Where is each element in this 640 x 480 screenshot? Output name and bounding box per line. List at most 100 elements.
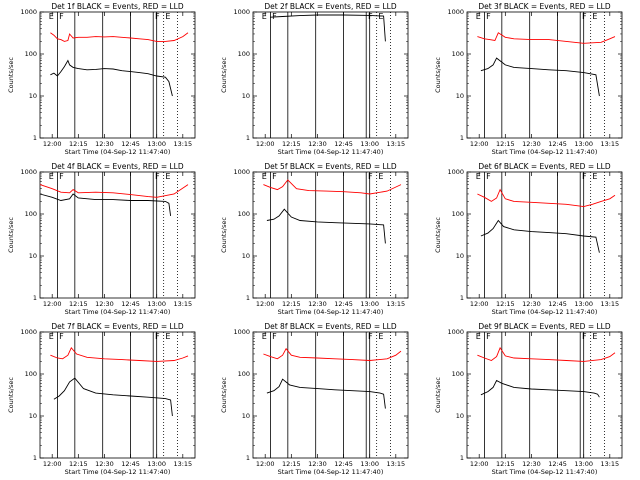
plot-frame [252,331,409,459]
flag-label-E: E [49,172,54,181]
series-line-events [480,57,600,97]
plot-frame [466,171,623,299]
detector-chart-6: Det 6f BLACK = Events, RED = LLD 1 10 100 10… [434,162,623,316]
y-tick-label: 1000 [447,328,464,336]
y-tick-label: 10 [29,252,37,260]
flag-label-E: E [262,332,267,341]
y-tick-label: 1 [460,294,464,302]
x-tick-label: 12:00 [256,140,275,148]
flag-label-F: F [486,12,491,21]
plot-frame [252,11,409,139]
x-tick-label: 12:30 [522,300,541,308]
x-tick-label: 13:15 [173,300,192,308]
flag-label-E: E [592,332,597,341]
series-line-events [480,219,600,253]
y-tick-label: 10 [455,252,463,260]
x-tick-label: 12:00 [43,140,62,148]
y-tick-label: 100 [238,210,250,218]
chart-title: Det 5f BLACK = Events, RED = LLD [265,162,398,171]
series-line-events [53,377,173,417]
y-tick-label: 100 [451,50,463,58]
flag-label-F: F [582,332,587,341]
x-tick-label: 13:15 [387,460,406,468]
detector-chart-4: Det 4f BLACK = Events, RED = LLD 1 10 100 10… [7,162,196,316]
x-tick-label: 12:30 [95,140,114,148]
y-axis-label: Counts/sec [434,377,442,413]
y-axis-label: Counts/sec [220,377,228,413]
series-line-events [270,14,387,42]
y-axis-label: Counts/sec [220,57,228,93]
detector-chart-7: Det 7f BLACK = Events, RED = LLD 1 10 100 10… [7,322,196,476]
y-tick-label: 1 [33,134,37,142]
x-axis-label: Start Time (04-Sep-12 11:47:40) [65,148,171,156]
x-tick-label: 12:15 [282,140,301,148]
x-tick-label: 12:15 [69,140,88,148]
flag-label-F: F [155,332,160,341]
flag-label-E: E [165,12,170,21]
x-tick-label: 12:15 [69,460,88,468]
y-tick-label: 1000 [447,168,464,176]
flag-label-F: F [155,12,160,21]
flag-label-E: E [379,172,384,181]
flag-label-E: E [475,172,480,181]
y-tick-label: 1000 [234,168,251,176]
series-line-events [50,59,173,97]
x-tick-label: 12:30 [308,460,327,468]
chart-title: Det 6f BLACK = Events, RED = LLD [478,162,611,171]
flag-label-F: F [272,332,277,341]
x-tick-label: 13:00 [147,140,166,148]
flag-label-F: F [272,12,277,21]
flag-label-E: E [379,332,384,341]
y-tick-label: 1000 [20,168,37,176]
flag-label-F: F [368,172,373,181]
x-tick-label: 12:45 [548,460,567,468]
series-line-events [480,379,600,398]
x-tick-label: 12:15 [69,300,88,308]
detector-chart-8: Det 8f BLACK = Events, RED = LLD 1 10 100 10… [220,322,409,476]
y-axis-label: Counts/sec [7,377,15,413]
y-tick-label: 1000 [234,328,251,336]
x-tick-label: 12:30 [308,300,327,308]
flag-label-E: E [592,12,597,21]
flag-label-F: F [59,12,64,21]
detector-panel-3: Det 3f BLACK = Events, RED = LLD 1 10 100 10… [427,0,640,160]
detector-panel-5: Det 5f BLACK = Events, RED = LLD 1 10 100 10… [213,160,426,320]
x-tick-label: 13:00 [361,460,380,468]
x-tick-label: 12:30 [308,140,327,148]
detector-chart-3: Det 3f BLACK = Events, RED = LLD 1 10 100 10… [434,2,623,156]
flag-label-F: F [368,12,373,21]
x-axis-label: Start Time (04-Sep-12 11:47:40) [278,468,384,476]
x-tick-label: 12:45 [335,140,354,148]
x-tick-label: 13:15 [173,140,192,148]
detector-panel-7: Det 7f BLACK = Events, RED = LLD 1 10 100 10… [0,320,213,480]
y-tick-label: 1 [33,294,37,302]
plot-frame [466,331,623,459]
flag-label-E: E [475,12,480,21]
x-tick-label: 12:45 [121,140,140,148]
y-tick-label: 100 [238,370,250,378]
x-tick-label: 12:45 [335,300,354,308]
x-axis-label: Start Time (04-Sep-12 11:47:40) [491,308,597,316]
series-line-lld [476,346,615,362]
x-axis-label: Start Time (04-Sep-12 11:47:40) [278,148,384,156]
plot-frame [252,171,409,299]
flag-label-E: E [49,12,54,21]
series-line-lld [263,347,402,361]
x-tick-label: 13:15 [600,460,619,468]
flag-label-E: E [165,332,170,341]
y-axis-label: Counts/sec [7,57,15,93]
detector-chart-5: Det 5f BLACK = Events, RED = LLD 1 10 100 10… [220,162,409,316]
y-tick-label: 1 [246,134,250,142]
flag-label-E: E [592,172,597,181]
flag-label-F: F [59,332,64,341]
flag-label-E: E [262,172,267,181]
x-tick-label: 13:00 [574,140,593,148]
x-tick-label: 13:15 [387,140,406,148]
flag-label-E: E [262,12,267,21]
x-tick-label: 13:00 [574,460,593,468]
chart-title: Det 3f BLACK = Events, RED = LLD [478,2,611,11]
x-tick-label: 13:00 [574,300,593,308]
detector-chart-9: Det 9f BLACK = Events, RED = LLD 1 10 100 10… [434,322,623,476]
x-tick-label: 12:00 [469,460,488,468]
